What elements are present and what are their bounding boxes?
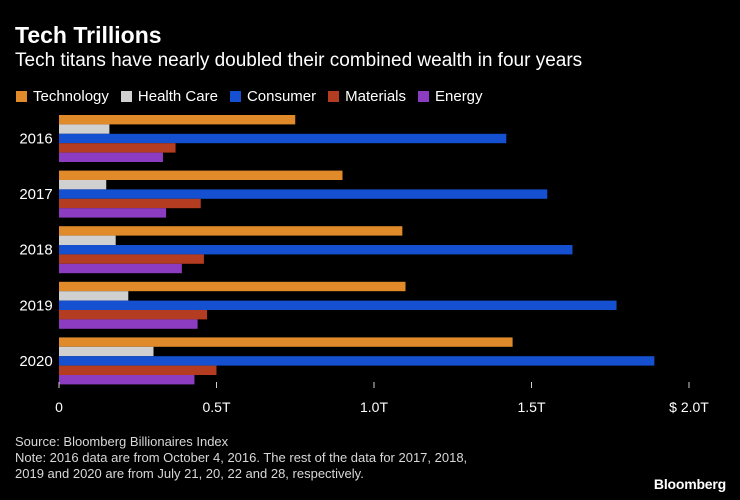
bar-2016-technology bbox=[59, 115, 296, 125]
bar-2020-technology bbox=[59, 337, 513, 347]
bar-2017-consumer bbox=[59, 189, 548, 199]
legend-item-energy: Energy bbox=[418, 88, 483, 105]
legend-item-health-care: Health Care bbox=[120, 87, 218, 105]
legend-label: Energy bbox=[435, 87, 483, 105]
bar-2016-health-care bbox=[59, 124, 110, 134]
bar-2019-energy bbox=[59, 319, 198, 329]
category-label-2019: 2019 bbox=[19, 297, 52, 314]
legend-swatch bbox=[229, 90, 241, 102]
category-label-2020: 2020 bbox=[19, 353, 52, 370]
legend-item-technology: Technology bbox=[16, 88, 109, 105]
chart-subtitle: Tech titans have nearly doubled their co… bbox=[15, 50, 583, 71]
bar-2019-consumer bbox=[59, 300, 617, 310]
bar-2016-energy bbox=[59, 152, 163, 162]
note-line-2: 2019 and 2020 are from July 21, 20, 22 a… bbox=[15, 466, 364, 481]
legend-swatch bbox=[328, 90, 340, 102]
source-text: Source: Bloomberg Billionaires Index bbox=[15, 434, 229, 449]
x-tick-label: 0 bbox=[55, 399, 63, 415]
legend-label: Materials bbox=[345, 87, 406, 105]
bar-2018-energy bbox=[59, 263, 182, 274]
legend-item-materials: Materials bbox=[328, 88, 406, 105]
bar-2020-materials bbox=[59, 365, 217, 375]
legend-label: Health Care bbox=[137, 87, 218, 105]
category-label-2016: 2016 bbox=[19, 131, 52, 148]
bar-2017-health-care bbox=[59, 180, 107, 190]
x-tick-label: 0.5T bbox=[202, 399, 230, 415]
x-tick-label: $ 2.0T bbox=[669, 399, 709, 415]
bar-2016-consumer bbox=[59, 133, 507, 144]
x-tick-label: 1.5T bbox=[517, 399, 545, 415]
bar-2020-consumer bbox=[59, 356, 655, 366]
chart-title: Tech Trillions bbox=[15, 22, 162, 48]
legend: Technology Health Care Consumer Materials En… bbox=[16, 86, 495, 106]
bar-2019-technology bbox=[59, 281, 406, 292]
category-label-2018: 2018 bbox=[19, 242, 52, 259]
bar-2017-energy bbox=[59, 208, 167, 218]
legend-swatch bbox=[418, 90, 429, 102]
bar-2018-technology bbox=[59, 226, 403, 236]
bar-2019-materials bbox=[59, 310, 208, 320]
bar-2020-health-care bbox=[59, 346, 154, 357]
legend-label: Technology bbox=[33, 87, 109, 105]
footer: Source: Bloomberg Billionaires Index Not… bbox=[15, 434, 467, 482]
x-tick-label: 1.0T bbox=[360, 399, 388, 415]
bar-chart: 2016 2017 2018 2019 2020 0 0.5T 1.0T 1.5T $ 2.0T bbox=[19, 115, 709, 415]
bar-2017-materials bbox=[59, 198, 201, 209]
bar-2018-consumer bbox=[59, 245, 573, 255]
bloomberg-logo: Bloomberg bbox=[653, 476, 726, 492]
legend-swatch bbox=[120, 90, 132, 102]
bar-2020-energy bbox=[59, 375, 195, 385]
category-label-2017: 2017 bbox=[19, 186, 52, 203]
note-line-1: Note: 2016 data are from October 4, 2016… bbox=[15, 450, 468, 465]
legend-item-consumer: Consumer bbox=[229, 87, 317, 105]
legend-label: Consumer bbox=[246, 87, 317, 105]
bar-2017-technology bbox=[59, 170, 343, 180]
bar-2019-health-care bbox=[59, 291, 129, 301]
bar-2018-materials bbox=[59, 254, 204, 264]
bar-2016-materials bbox=[59, 143, 176, 153]
bar-2018-health-care bbox=[59, 235, 116, 245]
legend-swatch bbox=[16, 90, 27, 102]
